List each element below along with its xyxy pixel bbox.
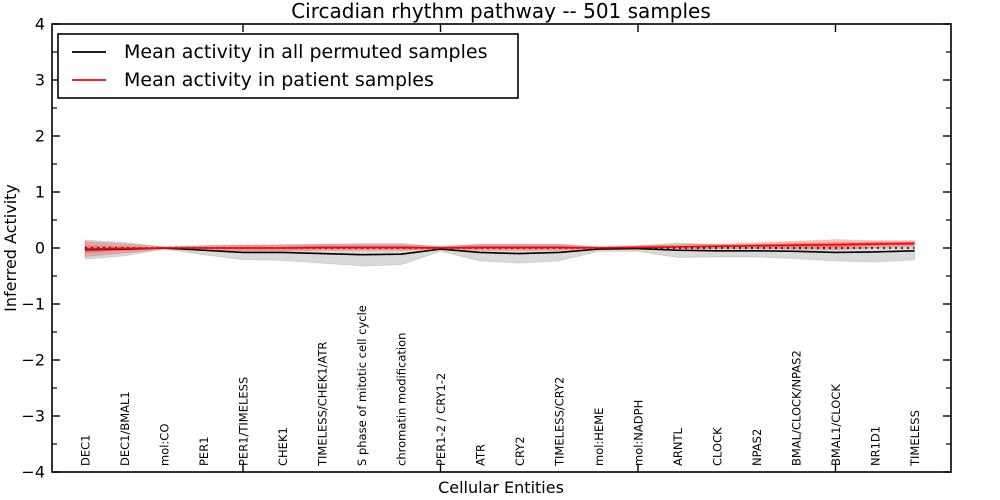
- category-label: chromatin modification: [395, 333, 409, 466]
- legend-box: [57, 33, 519, 99]
- category-label: CHEK1: [276, 427, 290, 466]
- series-line-0: [84, 247, 915, 256]
- y-tick-label: −4: [21, 463, 45, 482]
- y-tick-label: −2: [21, 351, 45, 370]
- category-label: TIMELESS/CHEK1/ATR: [316, 342, 330, 467]
- legend-label-permuted: Mean activity in all permuted samples: [124, 41, 487, 63]
- series-line-1: [84, 242, 915, 250]
- y-tick-label: 3: [35, 71, 45, 90]
- chart-title: Circadian rhythm pathway -- 501 samples: [291, 0, 711, 23]
- category-label: DEC1: [79, 435, 93, 466]
- category-label: S phase of mitotic cell cycle: [355, 305, 369, 466]
- category-label: NR1D1: [869, 426, 883, 466]
- y-tick-label: 0: [35, 239, 45, 258]
- category-label: ATR: [474, 444, 488, 466]
- category-label: CLOCK: [711, 427, 725, 466]
- y-tick-label: 1: [35, 183, 45, 202]
- y-axis-label: Inferred Activity: [1, 184, 20, 312]
- category-labels-layer: DEC1 DEC1/BMAL1 mol:CO PER1 PER1/TIMELESS CHE…: [79, 305, 923, 467]
- legend: Mean activity in all permuted samples Me…: [57, 33, 519, 99]
- category-label: mol:NADPH: [632, 400, 646, 466]
- category-label: ARNTL: [671, 428, 685, 466]
- category-label: TIMELESS/CRY2: [553, 377, 567, 467]
- category-label: mol:CO: [158, 424, 172, 466]
- axis-tick-labels-layer: −4 −3 −2 −1 0 1 2 3 4: [21, 15, 45, 482]
- category-label: PER1: [197, 436, 211, 466]
- y-tick-label: −1: [21, 295, 45, 314]
- category-label: BMAL/CLOCK/NPAS2: [790, 350, 804, 466]
- category-label: CRY2: [513, 436, 527, 466]
- y-tick-label: 4: [35, 15, 45, 34]
- series-lines-layer: [84, 242, 915, 256]
- y-tick-label: 2: [35, 127, 45, 146]
- category-label: mol:HEME: [592, 408, 606, 466]
- axis-ticks-layer: [52, 23, 951, 473]
- y-tick-label: −3: [21, 407, 45, 426]
- category-label: NPAS2: [750, 429, 764, 466]
- category-label: TIMELESS: [908, 410, 922, 467]
- category-label: PER1-2 / CRY1-2: [434, 373, 448, 466]
- category-label: PER1/TIMELESS: [237, 377, 251, 466]
- category-label: BMAL1/CLOCK: [829, 384, 843, 466]
- legend-label-patient: Mean activity in patient samples: [124, 69, 434, 91]
- category-label: DEC1/BMAL1: [118, 391, 132, 466]
- x-axis-label: Cellular Entities: [438, 478, 564, 497]
